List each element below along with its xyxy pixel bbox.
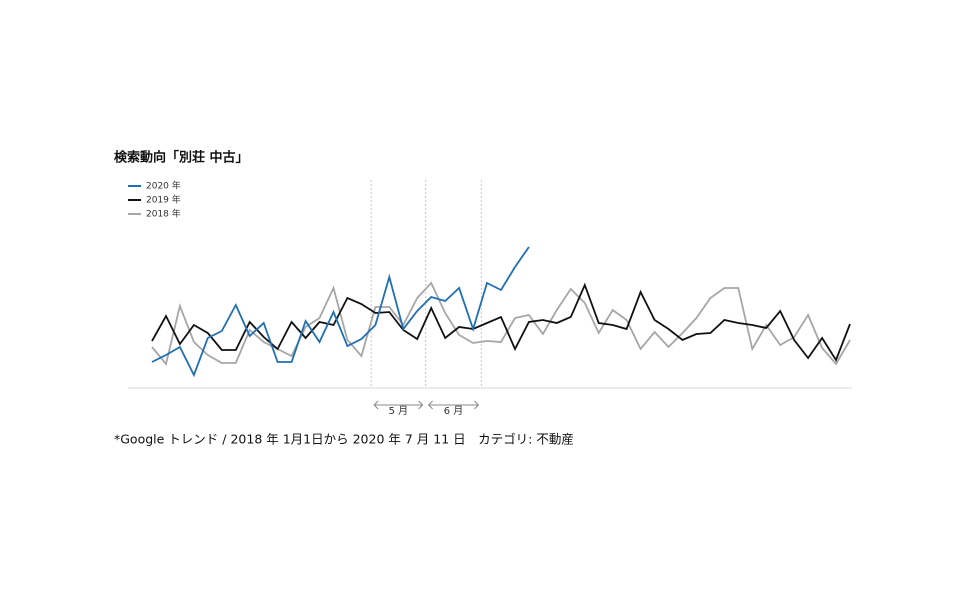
chart-title: 検索動向「別荘 中古」 xyxy=(114,150,249,166)
marker-label: 6 月 xyxy=(444,405,464,417)
marker-arrow xyxy=(373,400,424,410)
marker-label: 5 月 xyxy=(389,405,409,417)
marker-arrow xyxy=(427,400,480,410)
legend-label: 2018 年 xyxy=(146,208,181,220)
series-line xyxy=(151,246,530,378)
series-line xyxy=(151,281,851,366)
series-line xyxy=(151,282,851,362)
legend-label: 2019 年 xyxy=(146,194,181,206)
footnote: *Google トレンド / 2018 年 1月1日から 2020 年 7 月 … xyxy=(114,432,574,447)
legend-label: 2020 年 xyxy=(146,180,181,192)
